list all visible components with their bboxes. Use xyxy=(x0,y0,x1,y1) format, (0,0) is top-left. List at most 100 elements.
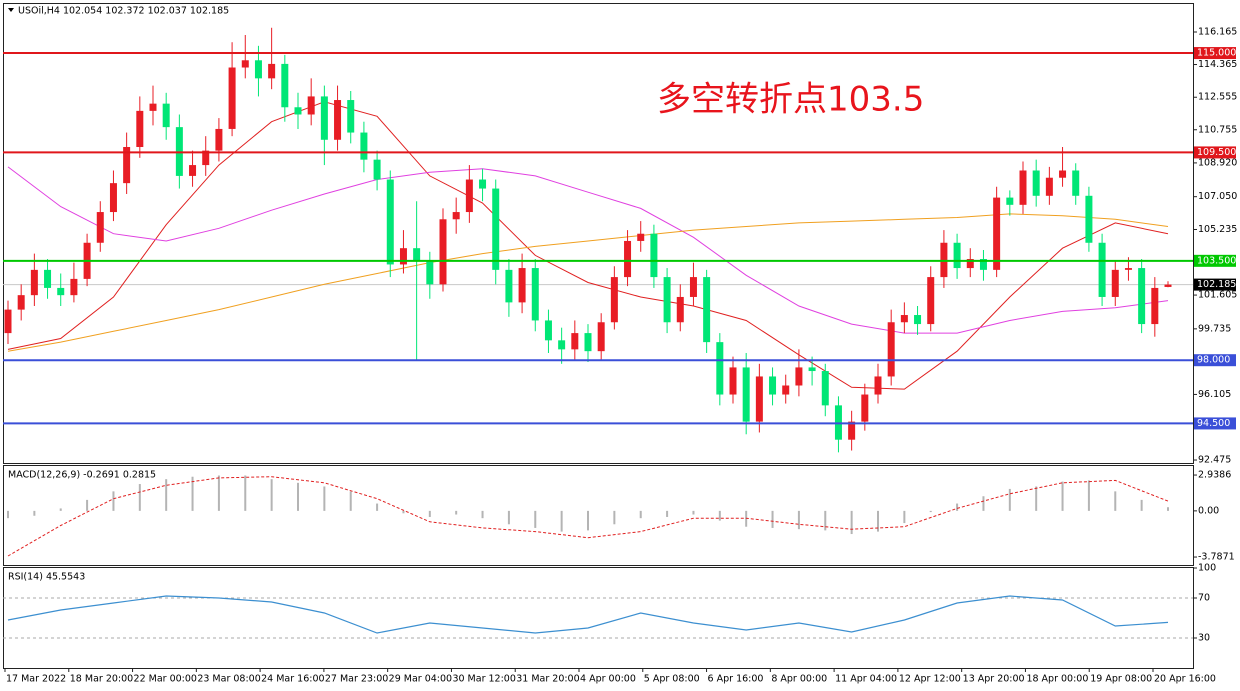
x-tick-label: 4 Apr 00:00 xyxy=(580,674,636,685)
candle-body xyxy=(795,367,803,386)
candle-body xyxy=(966,259,974,269)
macd-bar xyxy=(138,484,141,511)
candle-body xyxy=(189,165,197,176)
level-label: 94.500 xyxy=(1197,418,1230,429)
candle-body xyxy=(1072,170,1080,196)
x-tick-label: 19 Apr 08:00 xyxy=(1090,674,1152,685)
candle-body xyxy=(914,315,922,325)
moving-average xyxy=(7,101,1169,390)
macd-bar xyxy=(692,510,695,515)
current-price-box xyxy=(1194,278,1236,291)
rsi-line xyxy=(7,595,1169,634)
y-tick-label: 2.9386 xyxy=(1198,470,1231,481)
candle-body xyxy=(610,277,618,323)
macd-bar xyxy=(1061,481,1064,511)
main-panel xyxy=(3,3,1194,464)
macd-bar xyxy=(376,503,379,511)
x-tick-label: 27 Mar 23:00 xyxy=(325,674,388,685)
candle-body xyxy=(1006,197,1014,205)
macd-bar xyxy=(877,510,879,532)
candle-body xyxy=(518,268,526,303)
candle-body xyxy=(979,259,987,270)
candle-body xyxy=(993,197,1001,270)
y-tick-label: 114.365 xyxy=(1198,59,1237,70)
level-label-box xyxy=(1194,354,1236,367)
candle-body xyxy=(1151,287,1159,325)
header: USOil,H4 102.054 102.372 102.037 102.185 xyxy=(18,6,229,17)
macd-bar xyxy=(639,510,642,519)
macd-bar xyxy=(560,510,563,532)
candle-body xyxy=(1111,269,1119,297)
x-tick-label: 8 Apr 00:00 xyxy=(771,674,827,685)
macd-bar xyxy=(534,510,537,528)
macd-title: MACD(12,26,9) -0.2691 0.2815 xyxy=(8,470,156,481)
candle-body xyxy=(426,260,434,285)
candle-body xyxy=(729,367,737,395)
macd-bar xyxy=(613,510,616,525)
candle-body xyxy=(848,421,856,440)
y-tick-label: 112.555 xyxy=(1198,92,1237,103)
candle-body xyxy=(927,277,935,325)
menu-arrow[interactable] xyxy=(8,8,14,12)
macd-bar xyxy=(217,475,220,511)
macd-bar xyxy=(1035,486,1038,511)
x-tick-label: 22 Mar 00:00 xyxy=(134,674,197,685)
x-tick-label: 11 Apr 04:00 xyxy=(835,674,897,685)
moving-average xyxy=(7,166,1169,334)
candle-body xyxy=(1085,195,1093,243)
macd-bar xyxy=(270,479,273,511)
macd-bar xyxy=(323,486,326,511)
candle-body xyxy=(1019,170,1027,205)
candle-body xyxy=(505,269,513,303)
macd-bar xyxy=(1087,480,1090,511)
macd-bar xyxy=(86,499,89,511)
candle-body xyxy=(228,67,236,129)
y-tick-label: 99.735 xyxy=(1198,323,1231,334)
candle-body xyxy=(492,188,500,270)
candle-body xyxy=(136,110,144,148)
candle-body xyxy=(782,385,790,395)
candle-body xyxy=(742,367,750,422)
candle-body xyxy=(439,219,447,285)
x-tick-label: 17 Mar 2022 xyxy=(6,674,66,685)
macd-bar xyxy=(349,491,352,511)
candle-body xyxy=(808,367,816,372)
y-tick-label: 101.605 xyxy=(1198,290,1237,301)
candle-body xyxy=(716,342,724,395)
y-tick-label: 96.105 xyxy=(1198,389,1231,400)
y-tick-label: 0.00 xyxy=(1198,505,1219,516)
rsi-title: RSI(14) 45.5543 xyxy=(8,572,85,583)
candle-body xyxy=(953,242,961,269)
level-label-box xyxy=(1194,417,1236,430)
candle-body xyxy=(4,309,12,334)
candle-body xyxy=(1032,170,1040,196)
candle-body xyxy=(755,376,763,422)
macd-bar xyxy=(507,510,510,525)
candle-body xyxy=(96,212,104,243)
candle-body xyxy=(386,179,394,265)
candle-body xyxy=(413,248,421,261)
candle-body xyxy=(597,322,605,352)
level-label-box xyxy=(1194,146,1236,159)
candle-body xyxy=(202,150,210,166)
candle-body xyxy=(347,100,355,133)
candle-body xyxy=(320,96,328,140)
macd-signal xyxy=(7,476,1169,557)
macd-bar xyxy=(244,475,247,511)
level-label: 115.000 xyxy=(1197,48,1236,59)
candle-body xyxy=(1164,284,1172,287)
candle-body xyxy=(452,212,460,220)
candle-body xyxy=(149,103,157,111)
candle-body xyxy=(254,60,262,79)
y-tick-label: -3.7871 xyxy=(1198,552,1235,563)
candle-body xyxy=(650,233,658,278)
candle-body xyxy=(57,287,65,296)
x-tick-label: 5 Apr 08:00 xyxy=(644,674,700,685)
candle-body xyxy=(360,132,368,160)
current-price-label: 102.185 xyxy=(1197,279,1236,290)
x-tick-label: 18 Mar 20:00 xyxy=(70,674,133,685)
level-label-box xyxy=(1194,47,1236,60)
